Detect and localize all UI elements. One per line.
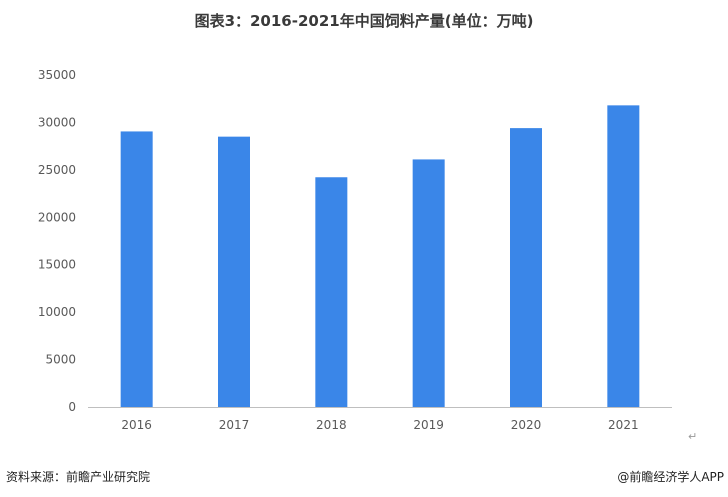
x-tick-label: 2016	[121, 418, 152, 432]
bar-2017	[218, 137, 250, 407]
x-axis-ticks: 2016 2017 2018 2019 2020 2021	[121, 418, 638, 432]
x-tick-label: 2021	[608, 418, 639, 432]
y-tick-label: 20000	[38, 210, 76, 224]
bar-2020	[510, 128, 542, 407]
brand-note: @前瞻经济学人APP	[617, 468, 724, 485]
x-tick-label: 2019	[413, 418, 444, 432]
y-tick-label: 10000	[38, 305, 76, 319]
bar-2018	[315, 177, 347, 407]
bar-2021	[607, 105, 639, 407]
y-tick-label: 35000	[38, 68, 76, 82]
y-axis-ticks: 0 5000 10000 15000 20000 25000 30000 35000	[38, 68, 76, 414]
x-tick-label: 2018	[316, 418, 347, 432]
x-tick-label: 2017	[219, 418, 250, 432]
return-mark: ↵	[688, 430, 697, 443]
bar-2016	[121, 131, 153, 407]
y-tick-label: 25000	[38, 163, 76, 177]
y-tick-label: 30000	[38, 115, 76, 129]
y-tick-label: 15000	[38, 258, 76, 272]
y-tick-label: 0	[68, 400, 76, 414]
source-note: 资料来源：前瞻产业研究院	[6, 468, 150, 485]
x-tick-label: 2020	[511, 418, 542, 432]
y-tick-label: 5000	[45, 353, 76, 367]
bar-2019	[413, 159, 445, 407]
bars	[121, 105, 640, 407]
